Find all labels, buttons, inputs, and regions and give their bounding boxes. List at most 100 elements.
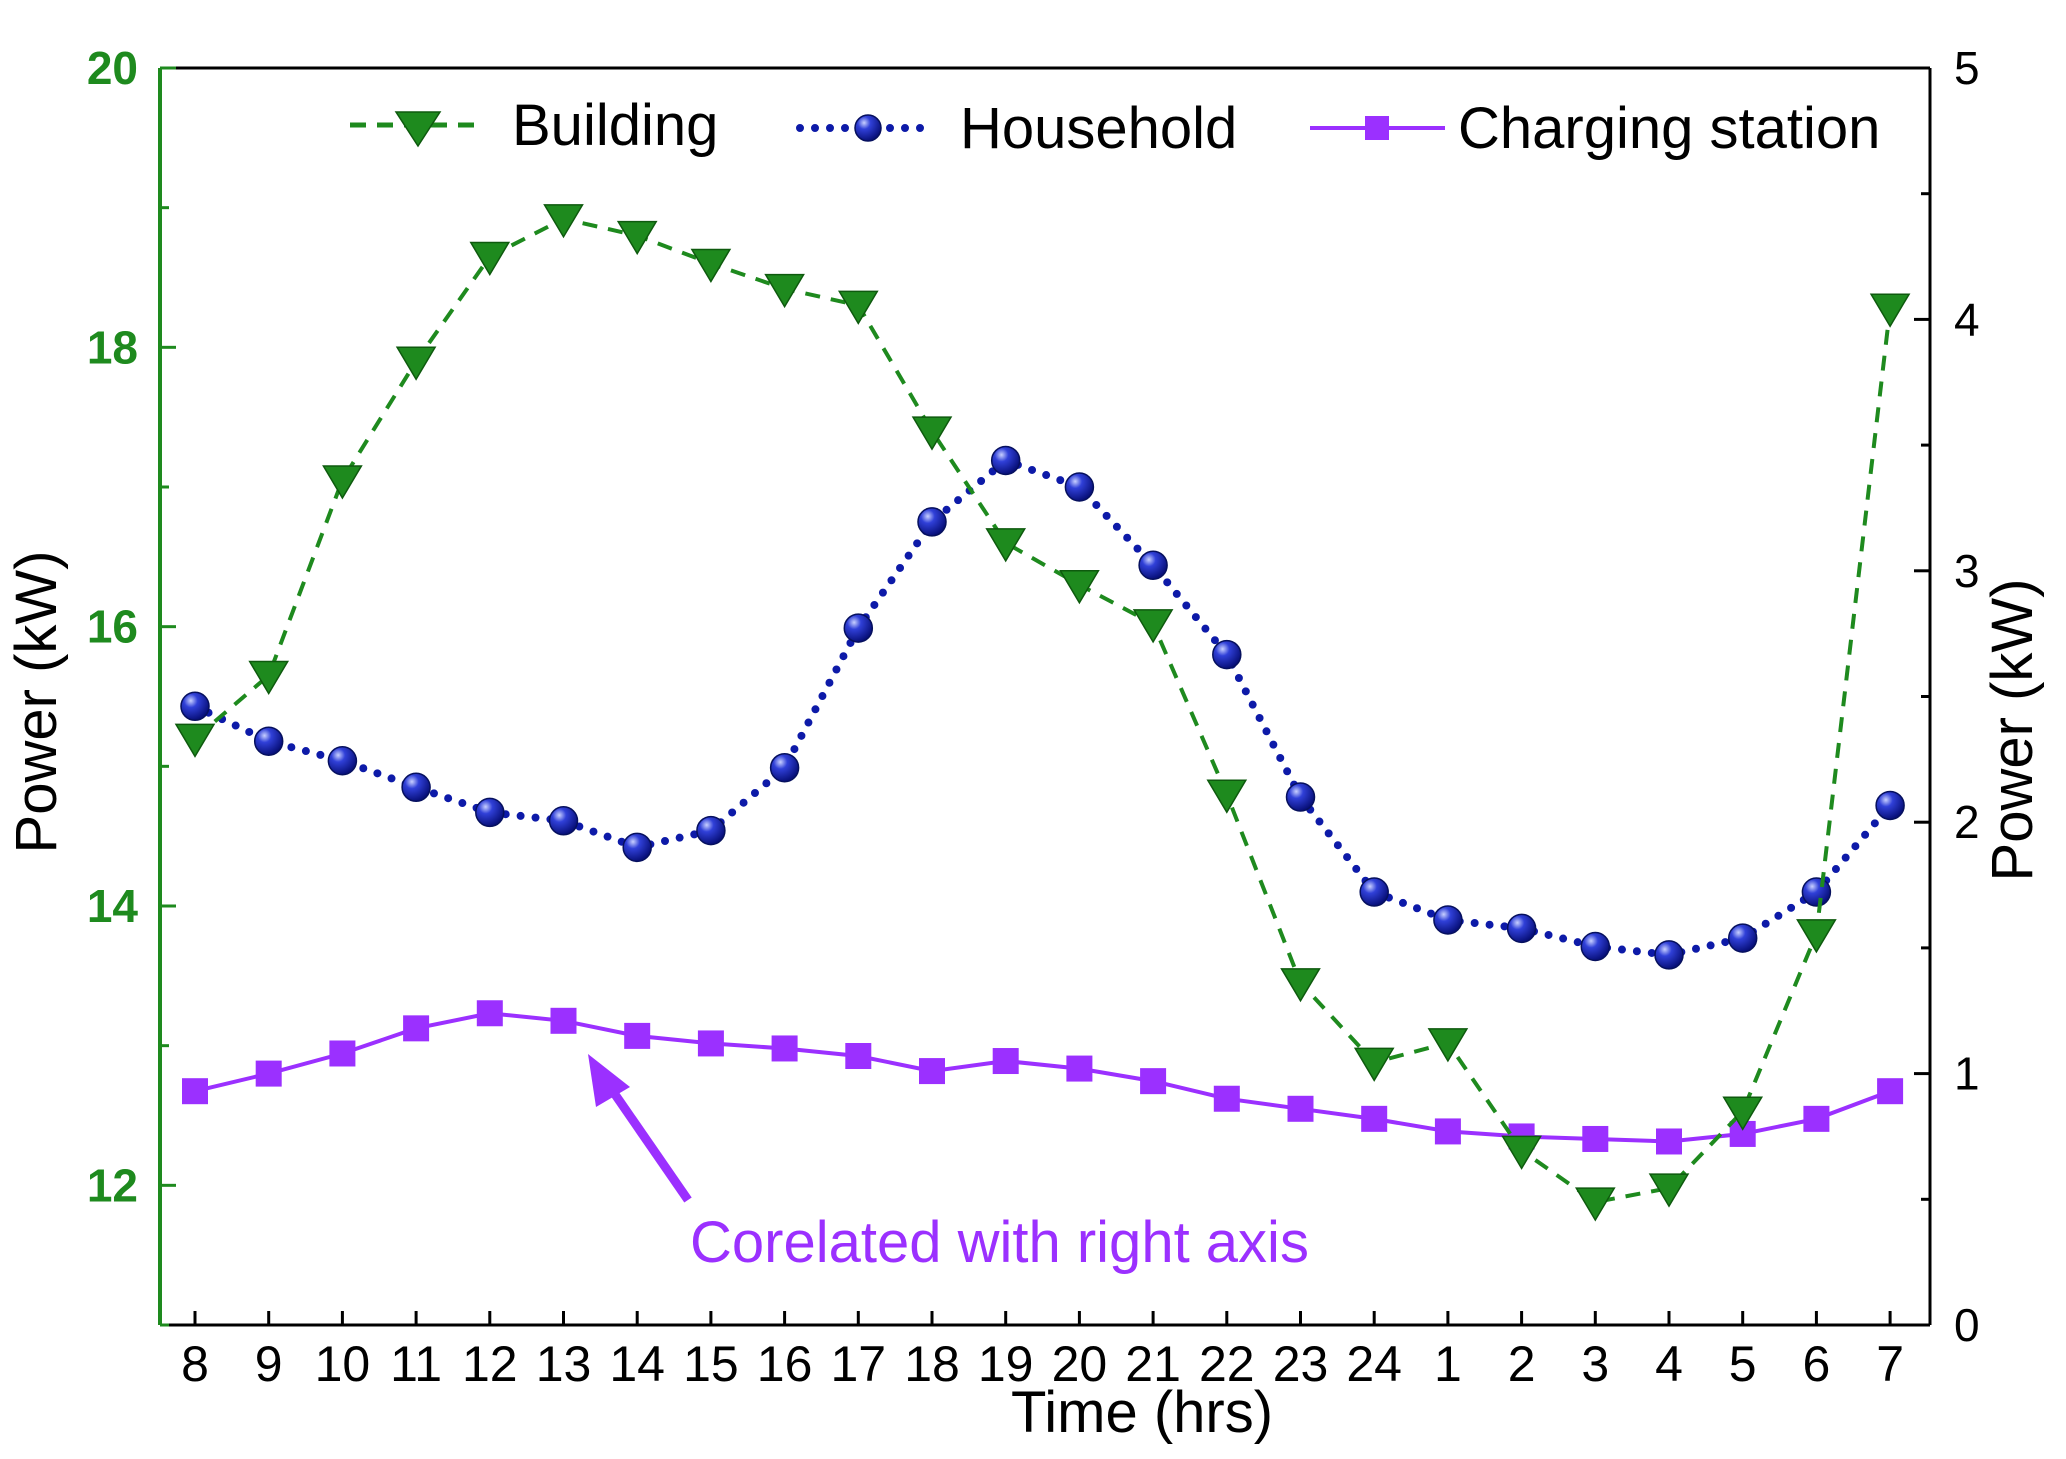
household-point bbox=[1138, 550, 1168, 580]
x-tick-label: 3 bbox=[1581, 1336, 1609, 1392]
charging-station-point bbox=[1877, 1078, 1904, 1105]
x-tick-label: 16 bbox=[757, 1336, 813, 1392]
right-y-tick-label: 3 bbox=[1954, 545, 1980, 597]
x-tick-label: 24 bbox=[1346, 1336, 1402, 1392]
right-y-axis-ticks: 0 1 2 3 4 5 bbox=[1914, 42, 1980, 1351]
x-axis-ticks: 8 9 10 11 12 13 14 15 16 17 18 19 20 21 22 23 24 1 2 3 4 5 6 7 bbox=[181, 1311, 1904, 1392]
household-point bbox=[769, 752, 800, 783]
household-point bbox=[1580, 931, 1611, 962]
building-point bbox=[1206, 779, 1248, 814]
left-y-axis-title: Power (kW) bbox=[4, 551, 69, 854]
legend-building-label: Building bbox=[512, 93, 718, 158]
household-point bbox=[1212, 639, 1242, 670]
building-point bbox=[911, 416, 953, 451]
charging-station-point bbox=[1287, 1095, 1314, 1122]
left-y-tick-label: 14 bbox=[87, 880, 139, 932]
right-y-tick-label: 0 bbox=[1954, 1299, 1980, 1351]
charging-station-point bbox=[1066, 1055, 1093, 1082]
charging-station-point bbox=[255, 1060, 282, 1087]
building-point bbox=[1501, 1135, 1542, 1170]
charging-station-point bbox=[1656, 1128, 1682, 1155]
charging-station-point bbox=[550, 1007, 577, 1034]
x-tick-label: 18 bbox=[904, 1336, 960, 1392]
building-point bbox=[1427, 1028, 1469, 1063]
legend-charging-label: Charging station bbox=[1458, 96, 1880, 161]
x-tick-label: 1 bbox=[1434, 1336, 1462, 1392]
annotation: Corelated with right axis bbox=[588, 1054, 1309, 1275]
charging-station-point bbox=[697, 1030, 724, 1057]
household-point bbox=[401, 772, 431, 803]
building-point bbox=[1869, 293, 1911, 328]
x-tick-label: 11 bbox=[390, 1336, 442, 1392]
charging-station-point bbox=[845, 1043, 872, 1070]
right-y-axis-title: Power (kW) bbox=[1980, 579, 2045, 882]
building-point bbox=[1722, 1096, 1764, 1131]
building-point bbox=[322, 465, 363, 500]
building-point bbox=[1132, 609, 1174, 644]
x-tick-label: 7 bbox=[1876, 1336, 1904, 1392]
x-tick-label: 8 bbox=[181, 1336, 209, 1392]
charging-station-point bbox=[1361, 1105, 1388, 1132]
series-household bbox=[180, 445, 1905, 970]
left-y-tick-label: 16 bbox=[87, 601, 138, 653]
charging-station-point bbox=[1803, 1105, 1830, 1132]
household-point bbox=[1506, 913, 1537, 944]
right-y-tick-label: 1 bbox=[1954, 1048, 1980, 1100]
x-tick-label: 20 bbox=[1052, 1336, 1108, 1392]
x-tick-label: 22 bbox=[1199, 1336, 1255, 1392]
x-tick-label: 10 bbox=[315, 1336, 371, 1392]
household-point bbox=[253, 726, 284, 756]
left-y-axis-ticks: 12 14 16 18 20 bbox=[87, 42, 176, 1327]
x-tick-label: 13 bbox=[536, 1336, 592, 1392]
charging-station-point bbox=[476, 1000, 503, 1027]
legend-building-marker bbox=[394, 111, 442, 148]
charging-station-point bbox=[182, 1078, 208, 1105]
charging-station-point bbox=[624, 1022, 651, 1049]
household-point bbox=[475, 797, 505, 828]
building-point bbox=[616, 220, 658, 256]
x-tick-label: 21 bbox=[1125, 1336, 1181, 1392]
building-point bbox=[395, 346, 437, 381]
building-point bbox=[1353, 1047, 1395, 1082]
annotation-text: Corelated with right axis bbox=[690, 1210, 1309, 1275]
household-point bbox=[1285, 782, 1316, 812]
x-tick-label: 23 bbox=[1273, 1336, 1329, 1392]
building-point bbox=[543, 204, 584, 239]
series-building bbox=[174, 204, 1911, 1222]
legend-household-marker bbox=[854, 114, 882, 142]
building-point bbox=[1059, 570, 1100, 605]
household-point bbox=[1654, 940, 1684, 970]
right-y-tick-label: 4 bbox=[1954, 293, 1980, 345]
household-point bbox=[1359, 877, 1389, 907]
building-point bbox=[764, 273, 805, 309]
charging-station-point bbox=[771, 1035, 798, 1062]
annotation-arrow-shaft bbox=[608, 1087, 692, 1203]
household-point bbox=[1875, 790, 1905, 821]
charging-station-point bbox=[1213, 1085, 1240, 1112]
left-y-tick-label: 12 bbox=[87, 1159, 138, 1211]
right-y-tick-label: 5 bbox=[1954, 42, 1980, 94]
household-point bbox=[1727, 923, 1758, 953]
x-tick-label: 5 bbox=[1729, 1336, 1757, 1392]
x-tick-label: 19 bbox=[978, 1336, 1034, 1392]
legend: Building Household Charging station bbox=[350, 93, 1880, 161]
x-tick-label: 12 bbox=[462, 1336, 518, 1392]
charging-station-point bbox=[1434, 1118, 1461, 1145]
building-point bbox=[248, 660, 290, 696]
household-point bbox=[548, 806, 579, 836]
x-tick-label: 17 bbox=[830, 1336, 886, 1392]
legend-household-label: Household bbox=[960, 96, 1237, 161]
household-point bbox=[622, 832, 652, 863]
charging-station-point bbox=[403, 1015, 430, 1042]
x-tick-label: 2 bbox=[1508, 1336, 1536, 1392]
household-point bbox=[180, 691, 210, 722]
building-point bbox=[1648, 1173, 1690, 1208]
x-tick-label: 15 bbox=[683, 1336, 739, 1392]
building-point bbox=[1796, 919, 1837, 954]
household-point bbox=[917, 507, 947, 537]
building-point bbox=[985, 528, 1027, 563]
household-point bbox=[990, 445, 1021, 476]
x-tick-label: 14 bbox=[609, 1336, 665, 1392]
left-y-tick-label: 18 bbox=[87, 321, 138, 373]
